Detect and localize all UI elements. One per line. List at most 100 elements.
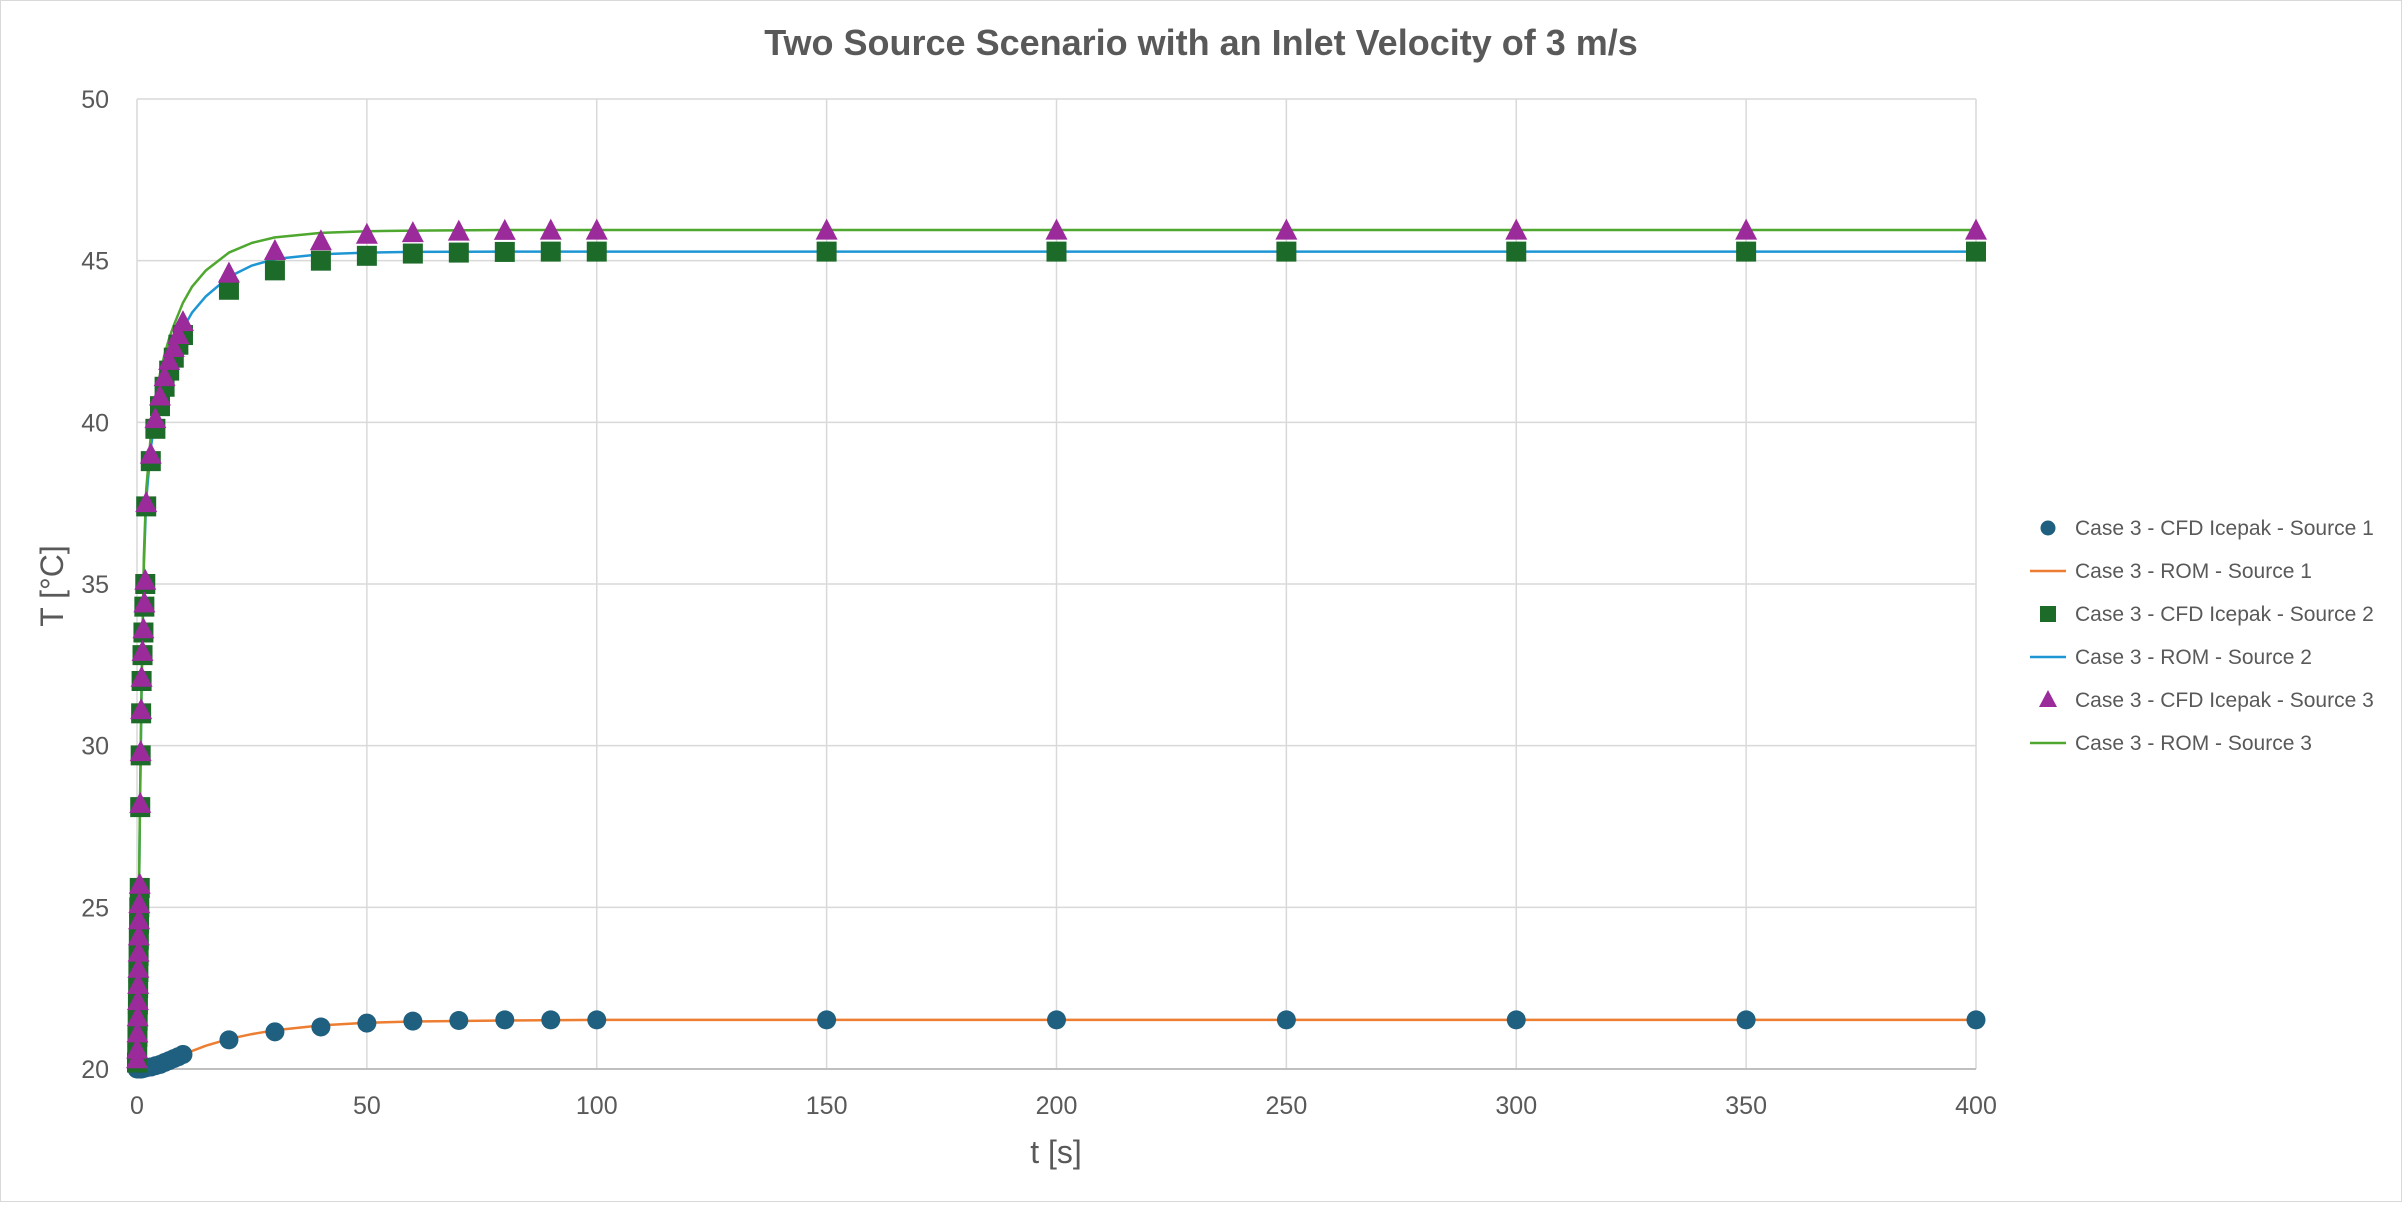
data-point-series-5 [171,310,194,332]
data-point-series-5 [585,218,608,240]
data-point-series-5 [217,261,240,283]
x-tick-label: 350 [1725,1092,1767,1120]
data-point-series-5 [126,989,149,1011]
data-point-series-5 [355,222,378,244]
x-tick-label: 100 [576,1092,618,1120]
data-point-series-5 [126,1021,149,1043]
y-tick-label: 35 [81,571,109,599]
x-tick-label: 250 [1266,1092,1308,1120]
data-point-series-3 [1736,241,1757,262]
data-point-series-5 [127,956,150,978]
data-point-series-5 [126,1037,149,1059]
x-tick-label: 400 [1955,1092,1997,1120]
data-point-series-3 [540,241,561,262]
data-point-series-5 [153,365,176,387]
data-point-series-3 [1276,241,1297,262]
data-point-series-5 [132,617,155,639]
x-axis-title: t [s] [1030,1134,1082,1170]
y-tick-label: 25 [81,894,109,922]
data-point-series-5 [134,568,157,590]
data-point-series-1 [817,1010,837,1030]
data-point-series-3 [494,241,515,262]
data-point-series-1 [1736,1010,1756,1030]
data-point-series-5 [127,940,150,962]
data-point-series-5 [133,591,156,613]
legend-label: Case 3 - ROM - Source 3 [2075,732,2312,755]
x-tick-label: 200 [1036,1092,1078,1120]
data-point-series-5 [263,238,286,260]
data-point-series-5 [139,442,162,464]
legend-swatch [2039,690,2057,707]
data-point-series-5 [130,698,153,720]
data-point-series-5 [1965,218,1987,240]
data-point-series-1 [495,1010,515,1030]
data-point-series-5 [131,639,154,661]
data-point-series-1 [219,1030,239,1050]
data-point-series-3 [1506,241,1527,262]
data-point-series-5 [162,335,185,357]
series-markers [126,218,1987,1079]
data-point-series-5 [127,924,150,946]
y-tick-label: 30 [81,733,109,761]
data-point-series-3 [310,250,331,271]
y-tick-label: 20 [81,1056,109,1084]
y-tick-labels: 20 25 30 35 40 45 50 [81,86,109,1084]
chart-title: Two Source Scenario with an Inlet Veloci… [764,22,1638,63]
data-point-series-5 [128,872,151,894]
legend-label: Case 3 - CFD Icepak - Source 2 [2075,603,2374,626]
data-point-series-5 [148,384,171,406]
data-point-series-5 [1505,218,1528,240]
data-point-series-3 [816,241,837,262]
data-point-series-5 [158,348,181,370]
data-point-series-3 [448,242,469,263]
legend-label: Case 3 - CFD Icepak - Source 3 [2075,689,2374,712]
data-point-series-1 [173,1044,193,1064]
legend-swatch [2040,606,2056,622]
data-point-series-5 [128,908,151,930]
data-point-series-1 [403,1011,423,1031]
data-point-series-3 [218,279,239,300]
y-tick-label: 40 [81,409,109,437]
legend-label: Case 3 - CFD Icepak - Source 1 [2075,517,2374,540]
data-point-series-1 [587,1010,607,1030]
data-point-series-5 [129,740,152,762]
data-point-series-3 [356,245,377,266]
data-point-series-5 [129,791,152,813]
data-point-series-5 [539,218,562,240]
data-point-series-1 [1047,1010,1066,1030]
data-point-series-1 [265,1022,285,1042]
data-point-series-5 [309,229,332,251]
data-point-series-1 [541,1010,561,1030]
legend-swatch [2040,520,2056,536]
data-point-series-1 [449,1011,469,1030]
data-point-series-3 [1046,241,1067,262]
series-line-6 [135,228,1976,1070]
data-point-series-3 [402,243,423,264]
data-point-series-5 [1045,218,1068,240]
y-tick-label: 45 [81,248,109,276]
data-point-series-5 [128,892,151,914]
data-point-series-5 [815,218,838,240]
data-point-series-1 [1966,1010,1986,1030]
legend-label: Case 3 - ROM - Source 2 [2075,646,2312,669]
data-point-series-5 [401,221,424,243]
data-point-series-1 [1276,1010,1296,1030]
data-point-series-5 [144,407,167,429]
data-point-series-5 [447,219,470,241]
data-point-series-5 [130,665,153,687]
data-point-series-5 [493,218,516,240]
data-point-series-5 [127,972,150,994]
legend: Case 3 - CFD Icepak - Source 1 Case 3 - R… [2030,517,2374,755]
data-point-series-3 [1966,241,1986,262]
legend-label: Case 3 - ROM - Source 1 [2075,560,2312,583]
data-point-series-5 [126,1005,149,1027]
data-point-series-1 [311,1017,331,1037]
x-tick-labels: 0 50 100 150 200 250 300 350 400 [130,1092,1997,1120]
x-tick-label: 50 [353,1092,381,1120]
data-point-series-5 [1735,218,1758,240]
data-point-series-1 [1506,1010,1526,1030]
data-point-series-5 [167,323,190,345]
data-point-series-5 [135,491,158,513]
